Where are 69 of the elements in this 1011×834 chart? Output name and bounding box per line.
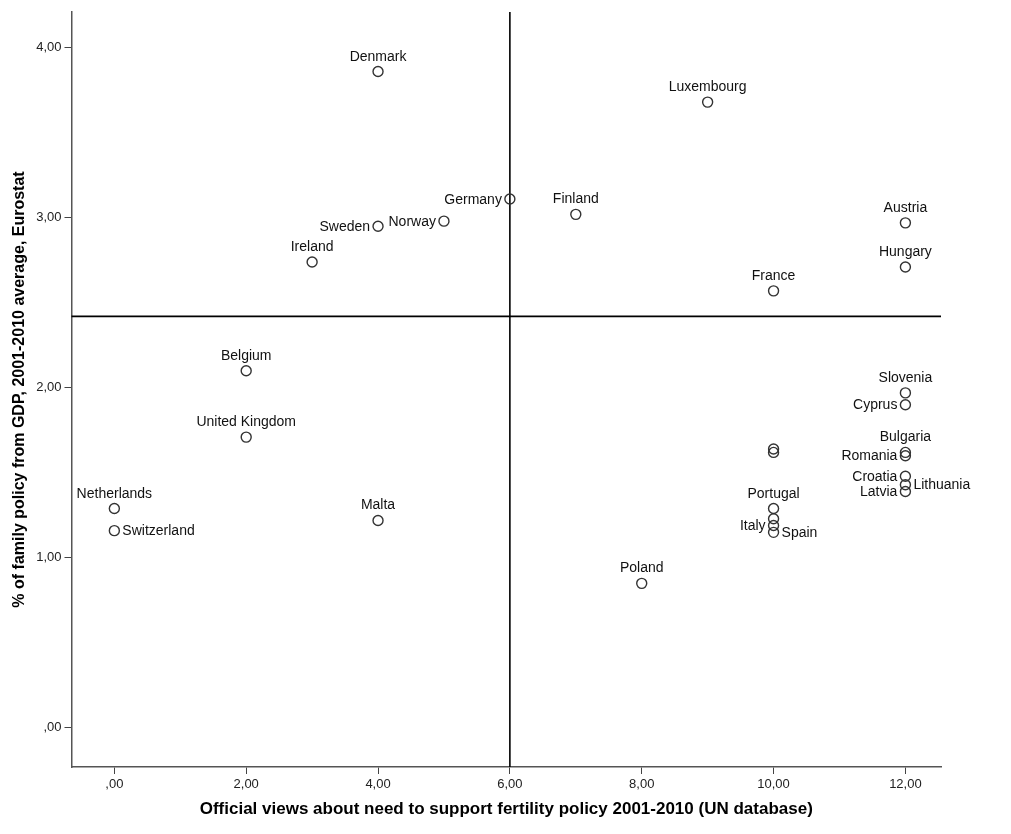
point (767, 526, 780, 539)
annotation: Poland (619, 559, 664, 576)
y-tick-label: 4,00 (36, 39, 62, 55)
point (899, 446, 912, 459)
point (899, 450, 912, 462)
point (767, 446, 780, 459)
annotation: Romania (841, 447, 898, 464)
y-tick-label: 2,00 (36, 379, 62, 395)
annotation: Spain (781, 523, 818, 540)
annotation: Lithuania (913, 476, 971, 493)
point (701, 96, 714, 108)
point (767, 285, 780, 297)
annotation: Ireland (290, 237, 334, 254)
x-tick-label: 4,00 (365, 776, 391, 792)
point (899, 261, 912, 273)
point (240, 431, 252, 443)
annotation: Netherlands (76, 484, 153, 501)
point (899, 217, 912, 229)
annotation: Sweden (319, 217, 371, 234)
annotation: Portugal (747, 484, 800, 501)
point (767, 443, 780, 455)
annotation: Latvia (860, 483, 898, 500)
annotation: Croatia (852, 467, 898, 484)
point (899, 470, 912, 482)
annotation: Denmark (349, 47, 408, 64)
point (240, 365, 252, 377)
annotation: Germany (444, 190, 502, 207)
annotation: Hungary (878, 243, 932, 260)
point (899, 485, 912, 498)
point (636, 577, 648, 590)
point (372, 514, 384, 527)
annotation: United Kingdom (196, 413, 297, 430)
point (899, 399, 912, 411)
annotation: Bulgaria (879, 428, 932, 445)
point (570, 208, 582, 221)
point (372, 220, 384, 232)
annotation: Belgium (220, 346, 272, 363)
point (899, 387, 912, 399)
x-axis-title: Official views about need to support fertility policy 2001-2010 (UN database) (199, 799, 813, 819)
annotation: Malta (360, 496, 396, 513)
annotation: Austria (883, 198, 928, 215)
annotation: Finland (552, 190, 599, 207)
point (108, 502, 121, 515)
point (108, 524, 121, 537)
annotation: Norway (388, 212, 436, 229)
point (767, 513, 780, 525)
x-tick-label: 6,00 (497, 776, 523, 792)
annotation: Switzerland (122, 522, 195, 539)
annotation: Slovenia (878, 368, 933, 385)
point (767, 519, 780, 532)
x-tick-label: 10,00 (757, 776, 790, 792)
point (306, 256, 318, 268)
annotation: Cyprus (853, 396, 898, 413)
point (767, 502, 780, 515)
y-tick-label: ,00 (43, 719, 62, 735)
y-axis-title: % of family policy from GDP, 2001-2010 average, Eurostat (10, 170, 28, 608)
x-tick-label: 12,00 (889, 776, 922, 792)
y-tick-label: 1,00 (36, 549, 62, 565)
annotation: France (751, 266, 796, 283)
x-tick-label: 2,00 (233, 776, 259, 792)
x-tick-label: 8,00 (629, 776, 655, 792)
x-tick-label: ,00 (105, 776, 124, 792)
point (372, 65, 384, 78)
point (504, 193, 516, 205)
annotation: Luxembourg (668, 78, 747, 95)
y-tick-label: 3,00 (36, 209, 62, 225)
annotation: Italy (739, 517, 766, 534)
point (899, 479, 912, 491)
point (438, 215, 450, 227)
